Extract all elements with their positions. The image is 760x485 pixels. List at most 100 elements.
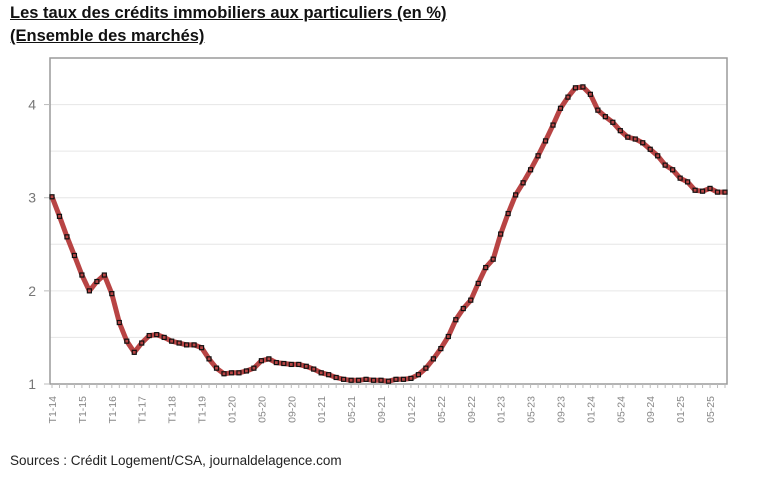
data-point [266,356,272,362]
data-point [610,119,616,125]
data-point [341,376,347,382]
data-point [131,349,137,355]
data-point [453,317,459,323]
data-point [722,189,728,195]
data-point [699,188,706,194]
data-point [662,162,668,168]
x-tick-label: T1-17 [137,396,149,424]
data-point [423,365,429,371]
data-point [176,340,182,346]
data-point [408,375,414,382]
x-tick-label: T1-14 [47,396,59,424]
data-point [56,213,63,219]
data-point [348,377,354,383]
data-point [184,342,190,348]
data-point [535,153,541,159]
data-point [670,167,676,173]
data-point [198,345,205,351]
data-point [557,105,564,111]
data-point [236,370,242,376]
data-point [206,356,212,362]
data-point [572,85,579,91]
data-point [86,288,92,294]
data-point [438,346,444,352]
data-point [161,334,167,341]
x-tick-label: 01-25 [675,396,687,423]
x-tick-label: 09-23 [555,396,567,423]
data-point [64,234,70,240]
data-point [550,122,556,128]
data-point [677,175,683,181]
y-tick-label: 3 [28,190,36,206]
data-point [505,210,511,217]
data-point [475,280,481,287]
data-point [520,180,526,186]
data-point [685,179,691,185]
data-point [273,359,279,366]
data-point [655,153,661,159]
data-point [692,187,698,193]
data-point [109,291,115,297]
data-point [124,338,130,344]
data-point [527,167,534,173]
data-point [355,377,362,383]
data-point [490,256,496,262]
data-point [513,192,519,198]
data-point [213,365,220,371]
x-tick-label: T1-15 [77,396,89,424]
data-point [445,333,451,340]
x-tick-label: T1-19 [197,396,209,424]
data-point [385,378,392,384]
x-tick-label: 01-21 [316,396,328,423]
data-point [617,128,623,134]
data-point [154,332,160,338]
x-tick-label: 09-22 [466,396,478,423]
x-tick-label: 01-20 [226,396,238,423]
data-point [647,146,653,152]
data-point [565,94,571,100]
data-point [146,332,152,339]
data-point [415,372,422,378]
x-tick-label: 05-24 [615,396,627,423]
data-point [258,358,264,364]
data-point [79,272,85,278]
data-point [587,91,594,97]
data-point [101,272,107,278]
data-point [460,305,466,312]
data-point [191,342,197,348]
source-note: Sources : Crédit Logement/CSA, journalde… [10,453,342,468]
data-point [94,278,100,285]
data-point [281,360,287,367]
data-point [400,376,407,382]
data-point [288,361,294,368]
x-tick-label: 05-22 [436,396,448,423]
data-point [49,194,55,200]
data-point [116,319,122,326]
data-point [580,84,586,90]
x-tick-label: 05-23 [526,396,538,423]
x-tick-label: 05-25 [705,396,717,423]
x-tick-label: 01-22 [406,396,418,423]
data-point [333,374,339,381]
x-tick-label: 09-21 [376,396,388,423]
y-tick-label: 2 [28,283,36,299]
x-tick-label: 01-23 [496,396,508,423]
data-point [326,372,332,378]
data-point [318,370,324,376]
x-tick-label: 05-21 [346,396,358,423]
data-point [363,376,369,382]
data-point [221,371,227,377]
data-point [468,297,474,303]
data-point [228,370,235,376]
data-point [595,107,601,113]
data-point [251,365,257,371]
x-tick-label: 09-20 [286,396,298,423]
data-point [602,114,608,120]
data-point [707,185,713,191]
data-point [483,264,489,271]
data-point [542,138,549,144]
data-point [498,231,504,237]
data-point [303,363,309,369]
x-tick-label: 09-24 [645,396,657,423]
data-point [139,340,145,346]
